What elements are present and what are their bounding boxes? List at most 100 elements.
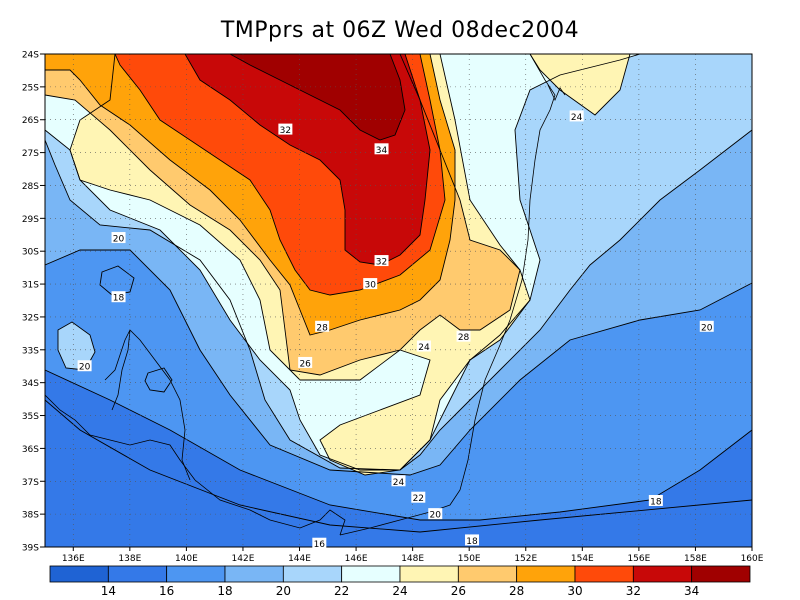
contour-label-bg bbox=[569, 110, 584, 122]
contour-label-bg bbox=[465, 534, 480, 546]
lon-label: 154E bbox=[571, 554, 594, 564]
lat-label: 28S bbox=[22, 182, 39, 192]
contour-label-bg bbox=[391, 475, 406, 487]
legend-swatch bbox=[224, 565, 284, 583]
lon-label: 152E bbox=[514, 554, 537, 564]
legend-label: 24 bbox=[392, 584, 407, 598]
lat-label: 39S bbox=[22, 544, 39, 554]
legend-label: 30 bbox=[567, 584, 582, 598]
lat-label: 36S bbox=[22, 445, 39, 455]
contour-label-text: 20 bbox=[113, 235, 125, 245]
lat-label: 24S bbox=[22, 51, 39, 61]
legend-label: 32 bbox=[626, 584, 641, 598]
contour-label-text: 26 bbox=[299, 359, 311, 369]
lon-label: 136E bbox=[62, 554, 85, 564]
legend-swatch bbox=[49, 565, 109, 583]
legend-label: 28 bbox=[509, 584, 524, 598]
legend-label: 34 bbox=[684, 584, 699, 598]
contour-label-bg bbox=[278, 123, 293, 135]
contour-label: 22 bbox=[411, 491, 426, 504]
lon-label: 150E bbox=[458, 554, 481, 564]
lon-label: 138E bbox=[118, 554, 141, 564]
legend-label: 26 bbox=[451, 584, 466, 598]
contour-label: 26 bbox=[298, 356, 313, 369]
lon-label: 160E bbox=[741, 554, 764, 564]
contour-label: 18 bbox=[648, 494, 663, 507]
contour-label: 24 bbox=[569, 110, 584, 123]
contour-line-16 bbox=[45, 369, 752, 521]
contour-label-bg bbox=[648, 494, 663, 506]
contour-label-text: 32 bbox=[280, 126, 291, 136]
lat-label: 33S bbox=[22, 346, 39, 356]
lat-axis-labels: 24S 25S 26S 27S 28S 29S 30S 31S 32S 33S 34S 35S 36S 3… bbox=[22, 51, 45, 554]
lat-label: 31S bbox=[22, 281, 39, 291]
contour-label-bg bbox=[298, 356, 313, 368]
legend-label: 20 bbox=[276, 584, 291, 598]
legend-swatch bbox=[632, 565, 693, 583]
legend-label: 18 bbox=[217, 584, 232, 598]
map-title: TMPprs at 06Z Wed 08dec2004 bbox=[220, 18, 580, 43]
contour-line-24 bbox=[69, 54, 531, 476]
contour-label-bg bbox=[111, 291, 126, 303]
legend-swatch bbox=[457, 565, 518, 583]
legend-swatch bbox=[107, 565, 168, 583]
contour-label: 28 bbox=[315, 320, 330, 333]
contour-line-14 bbox=[45, 399, 752, 533]
contour-label-bg bbox=[374, 255, 389, 267]
contour-label: 20 bbox=[77, 360, 92, 373]
contour-label-text: 30 bbox=[364, 281, 376, 291]
contour-label: 32 bbox=[374, 255, 389, 268]
contour-labels: 32 34 32 30 28 28 26 24 24 20 18 20 20 24 22 20 18 18 16 bbox=[77, 110, 714, 550]
lon-label: 156E bbox=[627, 554, 650, 564]
contour-line-18-small-lobe bbox=[144, 367, 173, 393]
contour-label-text: 22 bbox=[413, 494, 424, 504]
lon-label: 144E bbox=[288, 554, 311, 564]
contour-label-text: 18 bbox=[650, 497, 662, 507]
lon-label: 158E bbox=[684, 554, 707, 564]
contour-label-text: 28 bbox=[458, 333, 470, 343]
band-above-34 bbox=[230, 54, 405, 140]
contour-line-28 bbox=[45, 54, 456, 336]
contour-label-text: 20 bbox=[79, 363, 91, 373]
contour-label: 30 bbox=[363, 278, 378, 291]
contour-label-bg bbox=[77, 360, 92, 372]
filled-contours bbox=[45, 54, 752, 547]
legend-swatch bbox=[516, 565, 576, 583]
contour-label-bg bbox=[315, 320, 330, 332]
contour-label: 16 bbox=[312, 537, 327, 550]
contour-label: 24 bbox=[391, 475, 406, 488]
contour-label-text: 20 bbox=[430, 511, 442, 521]
contour-label: 20 bbox=[111, 232, 126, 245]
legend-swatch bbox=[691, 565, 751, 583]
lat-label: 34S bbox=[22, 379, 39, 389]
legend-swatch bbox=[282, 565, 343, 583]
lon-label: 140E bbox=[175, 554, 198, 564]
color-legend: 14 16 18 20 22 24 26 28 30 32 34 bbox=[49, 565, 751, 598]
contour-label-text: 34 bbox=[376, 146, 388, 156]
contour-label-text: 24 bbox=[571, 113, 583, 123]
lon-label: 148E bbox=[401, 554, 424, 564]
legend-swatch bbox=[574, 565, 634, 583]
lat-label: 37S bbox=[22, 478, 39, 488]
lat-label: 38S bbox=[22, 511, 39, 521]
contour-label-bg bbox=[416, 340, 431, 352]
contour-label-bg bbox=[699, 320, 714, 332]
contour-label: 34 bbox=[374, 143, 389, 156]
lon-label: 146E bbox=[345, 554, 368, 564]
contour-line-18 bbox=[45, 249, 752, 476]
lat-label: 30S bbox=[22, 248, 39, 258]
band-20-22-sw-lobe bbox=[58, 322, 95, 370]
legend-label: 22 bbox=[334, 584, 349, 598]
legend-swatch bbox=[399, 565, 459, 583]
contour-label: 20 bbox=[699, 320, 714, 333]
contour-label: 20 bbox=[428, 508, 443, 521]
legend-swatch bbox=[166, 565, 226, 583]
contour-label-text: 28 bbox=[316, 323, 328, 333]
contour-label-text: 18 bbox=[466, 537, 478, 547]
contour-line-18-west-lobe bbox=[99, 265, 135, 296]
lon-label: 142E bbox=[232, 554, 255, 564]
legend-swatch bbox=[341, 565, 401, 583]
lat-label: 26S bbox=[22, 116, 39, 126]
band-16-18-west-lobe bbox=[100, 266, 134, 295]
coastline-qld-bay bbox=[547, 84, 566, 101]
